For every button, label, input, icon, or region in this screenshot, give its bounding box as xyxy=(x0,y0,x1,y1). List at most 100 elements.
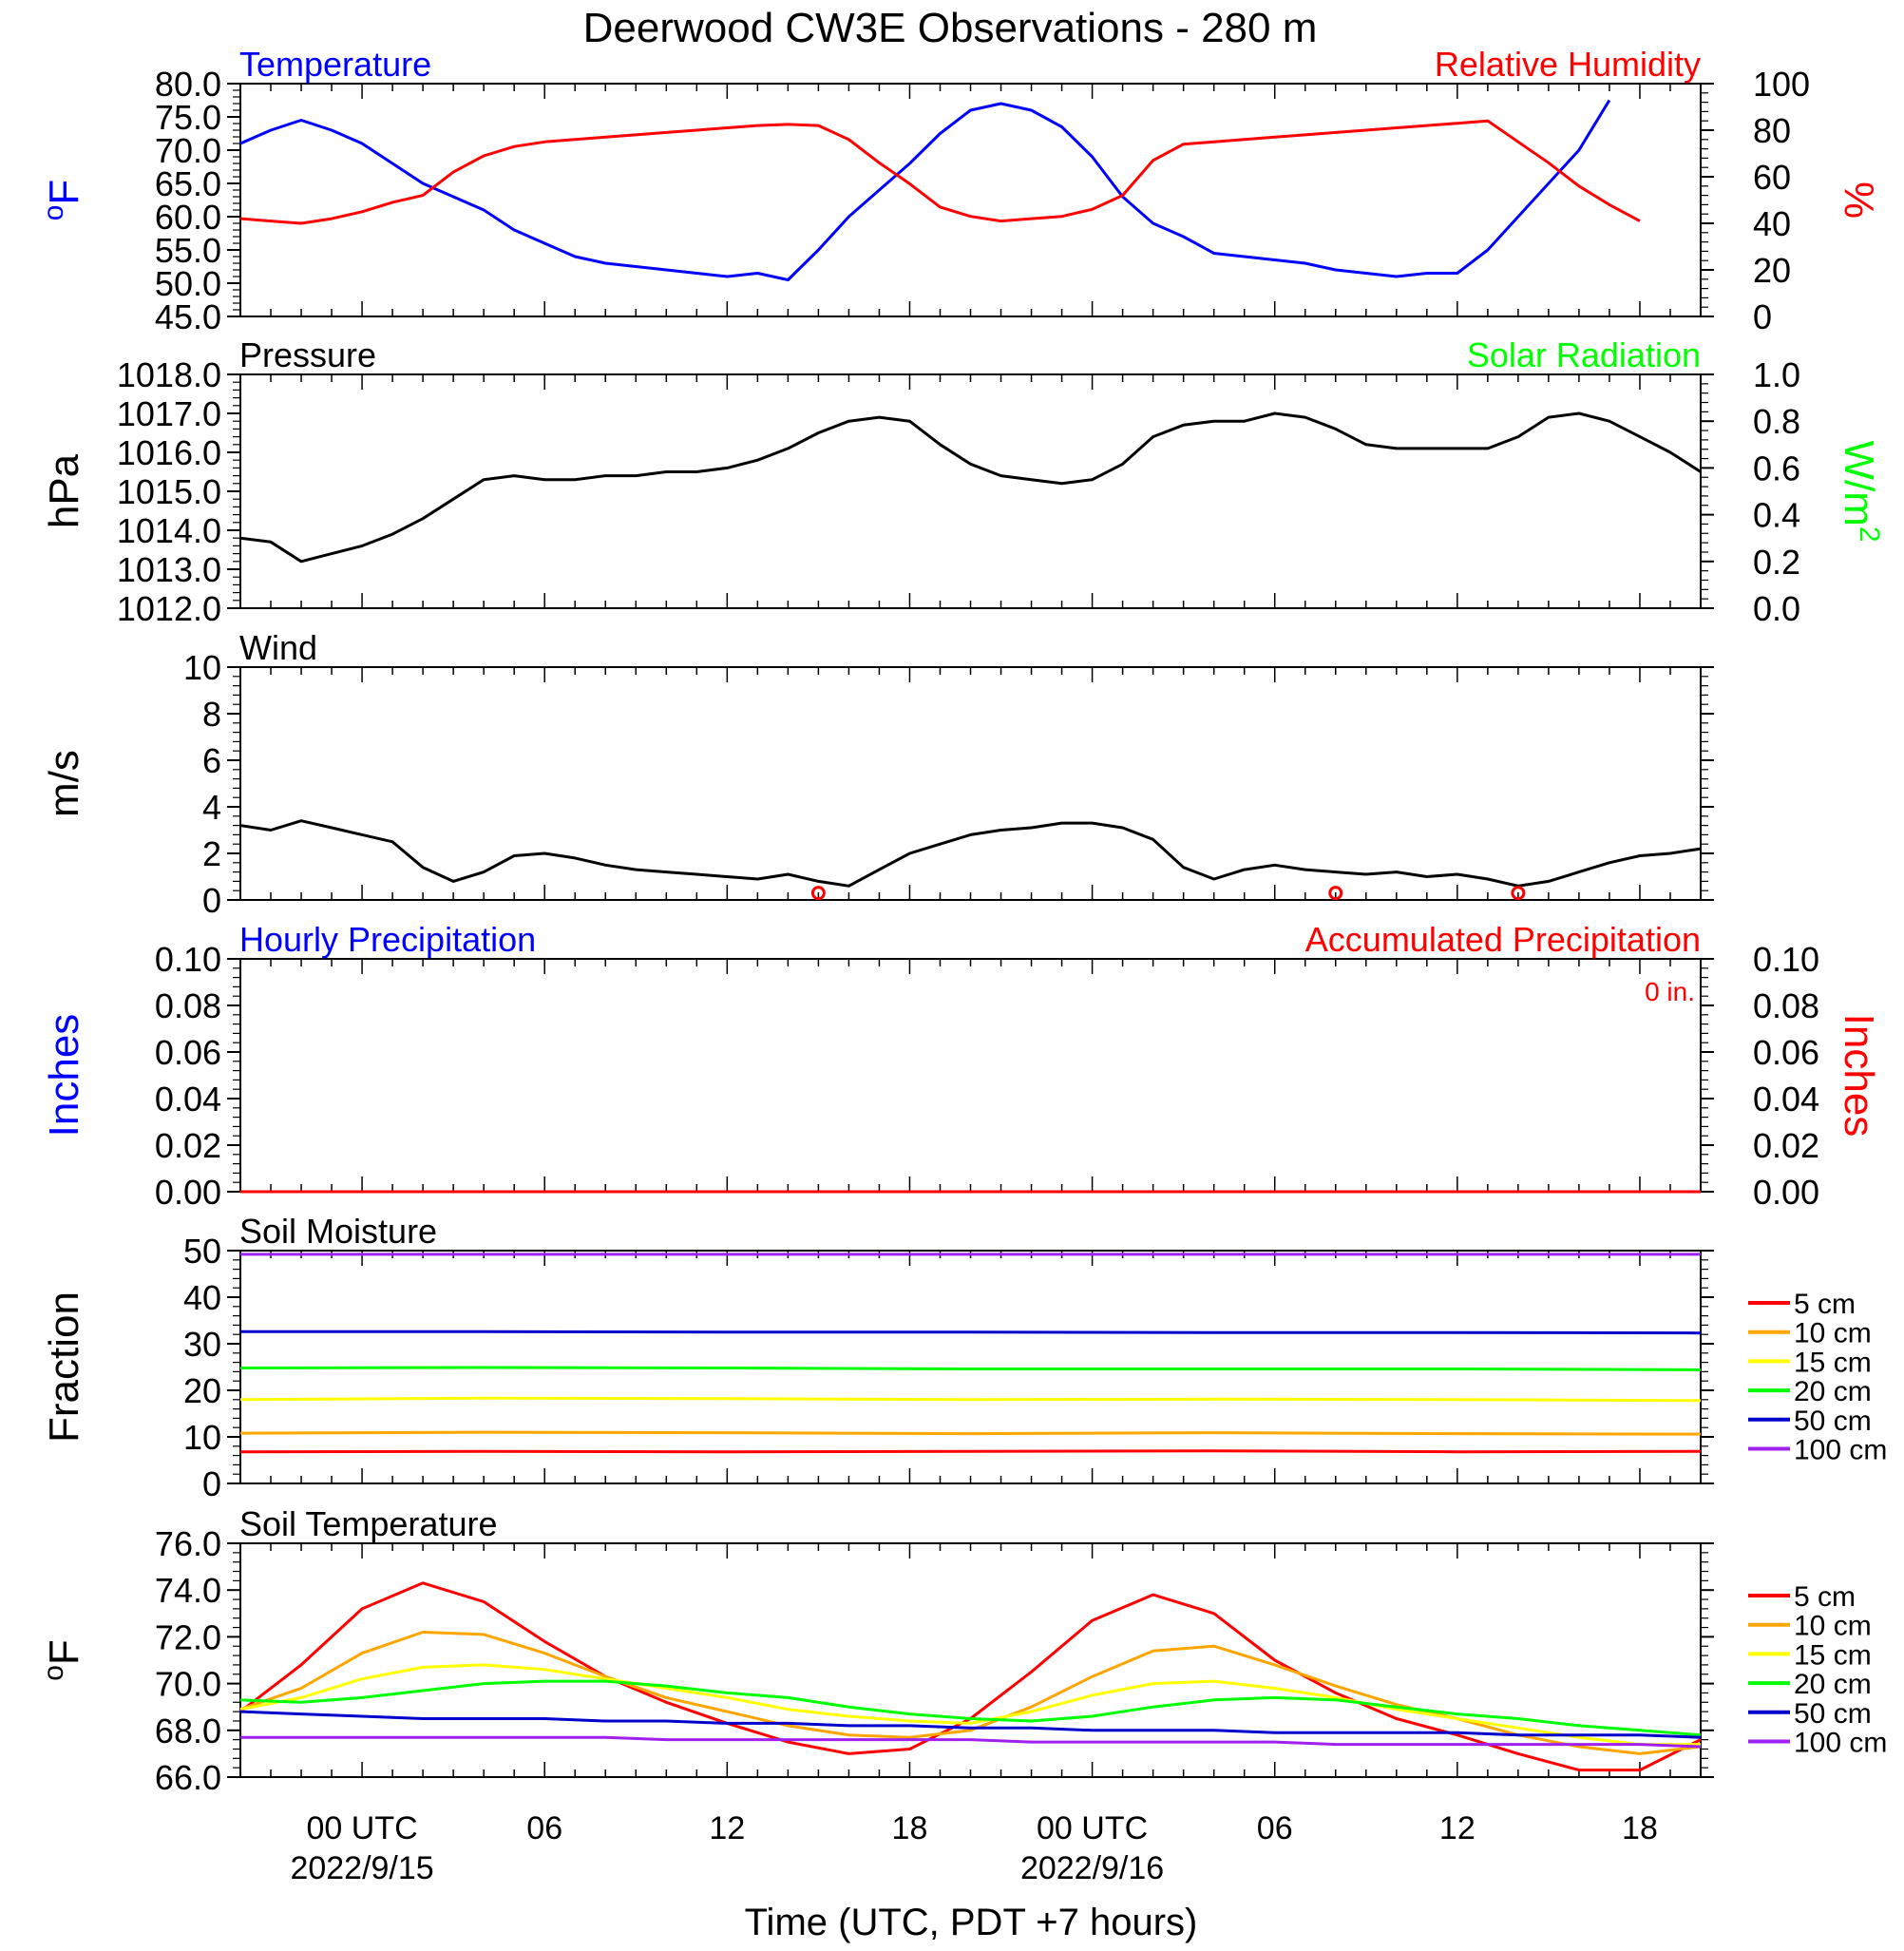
y-tick-label-left: 2 xyxy=(202,834,221,873)
y-tick-label-right: 20 xyxy=(1753,251,1791,290)
y-axis-label-left: oF xyxy=(38,1639,88,1681)
series-line-50-cm xyxy=(239,1710,1702,1739)
legend-label: 20 cm xyxy=(1794,1669,1872,1700)
panel-wind: 10 8 6 4 2 0 Wind m/s xyxy=(41,628,1714,920)
plot-frame xyxy=(239,958,1702,1193)
y-tick-label-left: 0.04 xyxy=(155,1080,221,1119)
y-axis-label-left: Fraction xyxy=(41,1291,87,1443)
y-tick-label-left: 10 xyxy=(183,648,221,687)
panel-left-title: Temperature xyxy=(239,45,431,84)
y-tick-label-left: 4 xyxy=(202,788,221,827)
series-line-5-cm xyxy=(239,1449,1702,1454)
y-tick-label-right: 0.4 xyxy=(1753,496,1800,535)
y-tick-label-left: 80.0 xyxy=(155,65,221,104)
y-tick-label-right: 40 xyxy=(1753,204,1791,243)
x-tick-label: 00 UTC xyxy=(307,1810,418,1846)
panel-pressure: 1018.01017.01016.01015.01014.01013.01012… xyxy=(41,335,1886,628)
y-tick-label-left: 75.0 xyxy=(155,98,221,137)
series-line-temperature xyxy=(239,99,1611,281)
y-tick-label-right: 0.04 xyxy=(1753,1080,1819,1119)
y-tick-label-right: 0.6 xyxy=(1753,449,1800,488)
y-tick-label-left: 1014.0 xyxy=(117,511,221,550)
y-tick-label-left: 72.0 xyxy=(155,1617,221,1656)
calm-wind-marker xyxy=(810,886,826,901)
panel-left-title: Hourly Precipitation xyxy=(239,920,536,959)
legend-label: 10 cm xyxy=(1794,1318,1872,1349)
y-tick-label-right: 0.06 xyxy=(1753,1033,1819,1072)
legend-label: 20 cm xyxy=(1794,1376,1872,1407)
y-tick-label-right: 0.2 xyxy=(1753,543,1800,582)
x-tick-label: 06 xyxy=(526,1810,562,1846)
legend-label: 100 cm xyxy=(1794,1435,1887,1466)
y-tick-label-right: 0.0 xyxy=(1753,589,1800,628)
y-tick-label-left: 0.10 xyxy=(155,940,221,979)
series-line-100-cm xyxy=(240,1735,1702,1749)
y-tick-label-left: 0 xyxy=(202,881,221,920)
y-tick-label-left: 10 xyxy=(183,1418,221,1457)
x-tick-label: 00 UTC xyxy=(1037,1810,1148,1846)
legend-label: 50 cm xyxy=(1794,1406,1872,1437)
legend-label: 100 cm xyxy=(1794,1728,1887,1759)
series-line-10-cm xyxy=(239,1430,1702,1436)
panel-right-title: Accumulated Precipitation xyxy=(1305,920,1701,959)
legend-label: 15 cm xyxy=(1794,1639,1872,1671)
y-tick-label-left: 1017.0 xyxy=(117,394,221,433)
y-tick-label-left: 76.0 xyxy=(155,1524,221,1563)
y-axis-label-left: Inches xyxy=(41,1014,87,1138)
y-tick-label-left: 70.0 xyxy=(155,1665,221,1704)
x-tick-label: 18 xyxy=(892,1810,928,1846)
calm-wind-marker xyxy=(1328,886,1343,901)
y-tick-label-right: 0.00 xyxy=(1753,1173,1819,1212)
y-axis-label-right: Inches xyxy=(1836,1014,1882,1138)
y-tick-label-left: 65.0 xyxy=(155,164,221,203)
x-tick-date-label: 2022/9/15 xyxy=(290,1850,433,1886)
y-tick-label-left: 1016.0 xyxy=(117,433,221,472)
y-tick-label-left: 1018.0 xyxy=(117,355,221,394)
panel-left-title: Soil Moisture xyxy=(239,1212,437,1251)
chart-title: Deerwood CW3E Observations - 280 m xyxy=(583,5,1318,51)
legend-label: 5 cm xyxy=(1794,1581,1856,1613)
y-tick-label-right: 0.8 xyxy=(1753,402,1800,441)
y-tick-label-left: 1012.0 xyxy=(117,589,221,628)
y-tick-label-left: 40 xyxy=(183,1278,221,1317)
y-tick-label-left: 60.0 xyxy=(155,198,221,237)
panel-right-title: Solar Radiation xyxy=(1467,335,1701,374)
y-tick-label-right: 0.02 xyxy=(1753,1126,1819,1165)
panel-temperature_humidity: 80.075.070.065.060.055.050.045.0 100 80 60 4… xyxy=(38,45,1883,336)
y-tick-label-left: 50 xyxy=(183,1232,221,1271)
series-line-50-cm xyxy=(240,1329,1702,1335)
panel-precipitation: 0.10 0.08 0.06 0.04 0.02 0.00 0.10 0.08 0.06 0.04… xyxy=(41,920,1882,1212)
panels-group: 80.075.070.065.060.055.050.045.010080604… xyxy=(38,45,1888,1797)
y-tick-label-right: 0.10 xyxy=(1753,940,1819,979)
x-tick-label: 18 xyxy=(1622,1810,1658,1846)
y-tick-label-left: 55.0 xyxy=(155,231,221,270)
plot-frame xyxy=(239,373,1702,609)
y-tick-label-right: 1.0 xyxy=(1753,355,1800,394)
panel-left-title: Pressure xyxy=(239,335,376,374)
y-axis-label-left: oF xyxy=(38,180,88,221)
calm-wind-marker xyxy=(1511,886,1526,901)
y-tick-label-right: 100 xyxy=(1753,65,1810,104)
series-line-5-cm xyxy=(239,1581,1702,1772)
y-tick-label-left: 6 xyxy=(202,741,221,780)
y-tick-label-left: 0.08 xyxy=(155,986,221,1025)
y-tick-label-left: 0.06 xyxy=(155,1033,221,1072)
panel-left-title: Soil Temperature xyxy=(239,1504,497,1543)
series-line-relative-humidity xyxy=(239,119,1641,225)
y-tick-label-left: 1013.0 xyxy=(117,550,221,589)
y-tick-label-right: 0.08 xyxy=(1753,986,1819,1025)
series-line-wind xyxy=(239,819,1702,888)
y-tick-label-right: 60 xyxy=(1753,158,1791,197)
series-line-20-cm xyxy=(239,1366,1702,1371)
y-axis-label-right: % xyxy=(1836,182,1882,219)
y-tick-label-left: 1015.0 xyxy=(117,472,221,511)
legend-label: 10 cm xyxy=(1794,1611,1872,1642)
series-line-10-cm xyxy=(239,1631,1702,1755)
x-tick-label: 12 xyxy=(709,1810,745,1846)
y-tick-label-left: 45.0 xyxy=(155,297,221,336)
panel-soil_temperature: 76.0 74.0 72.0 70.0 68.0 66.0 Soil Temperature… xyxy=(38,1504,1888,1797)
